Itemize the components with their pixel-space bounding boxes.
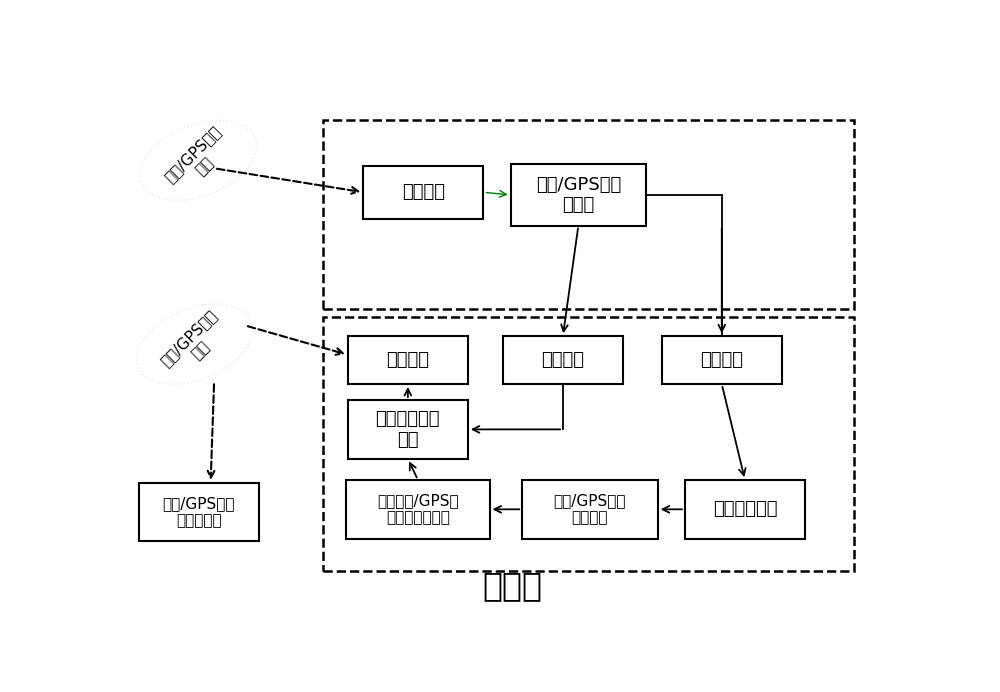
Text: 通信模块: 通信模块 [541,351,584,369]
Text: 北斗/GPS数据
仿真模块: 北斗/GPS数据 仿真模块 [554,493,626,525]
Ellipse shape [137,304,253,384]
Bar [522,480,658,538]
Text: 伪卫星: 伪卫星 [482,570,542,603]
Bar [139,483,259,541]
Text: 发射天线: 发射天线 [386,351,429,369]
Bar [346,480,490,538]
Text: 定位信号发射
模块: 定位信号发射 模块 [376,410,440,449]
Bar [511,164,646,226]
Bar [323,318,854,571]
Text: 北斗/GPS导航
信号: 北斗/GPS导航 信号 [162,123,236,197]
Ellipse shape [140,120,257,200]
Text: 室内北斗/GPS导
航信号生成模块: 室内北斗/GPS导 航信号生成模块 [377,493,459,525]
Bar [348,400,468,459]
Bar [685,480,805,538]
Bar [348,336,468,384]
Text: 北斗/GPS导航
用户接收机: 北斗/GPS导航 用户接收机 [162,495,235,528]
Bar [363,165,483,219]
Bar [662,336,782,384]
Text: 接收天线: 接收天线 [402,183,445,201]
Text: 时钟同步模块: 时钟同步模块 [713,500,777,518]
Text: 北斗/GPS导航
信号: 北斗/GPS导航 信号 [158,307,232,381]
Bar [503,336,623,384]
Bar [323,120,854,309]
Text: 北斗/GPS信号
接收机: 北斗/GPS信号 接收机 [536,176,621,215]
Text: 供电模块: 供电模块 [700,351,743,369]
